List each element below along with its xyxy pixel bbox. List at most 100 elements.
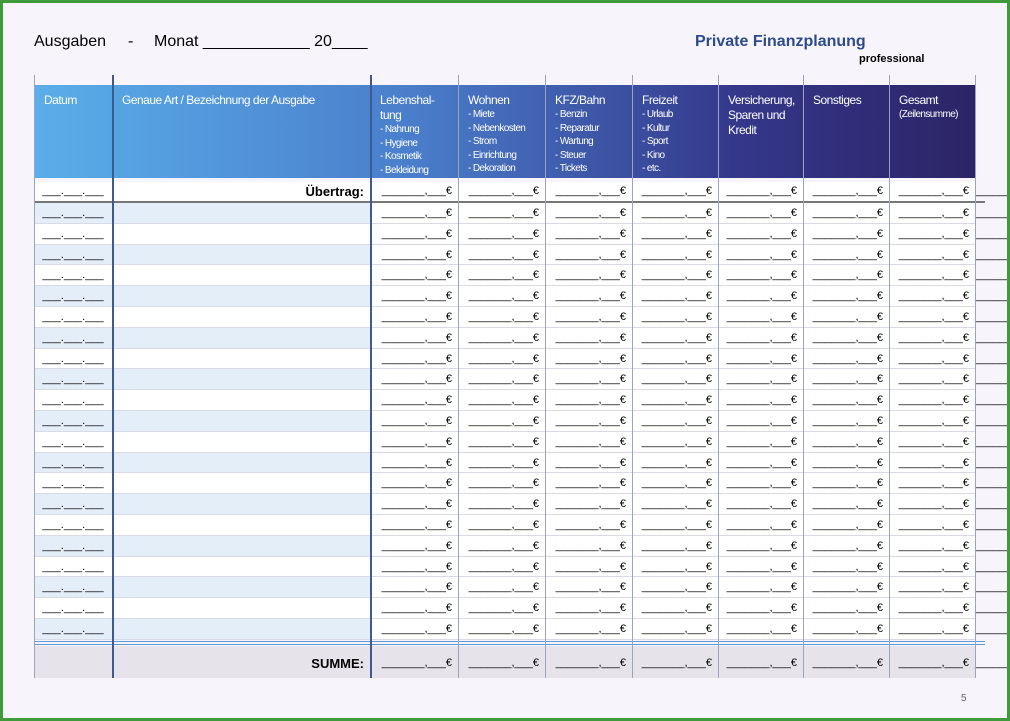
amount-field: _______,___€ — [641, 311, 712, 323]
amount-field: _______,___€ — [468, 248, 539, 261]
date-field: ___.___.___ — [42, 352, 104, 365]
total-bg — [34, 645, 975, 678]
date-field: ___.___.___ — [42, 560, 104, 573]
amount-field: _______,___€ — [726, 185, 797, 197]
amount-field: _______,___€ — [726, 435, 797, 448]
amount-field: _______,___€ — [641, 207, 712, 219]
amount-field: _______,___€ — [975, 290, 1010, 303]
amount-field: _______,___€ — [555, 248, 626, 261]
amount-field: _______,___€ — [975, 539, 1010, 552]
amount-field: _______,___€ — [726, 373, 797, 386]
amount-field: _______,___€ — [381, 656, 452, 669]
amount-field: _______,___€ — [975, 352, 1010, 365]
amount-field: _______,___€ — [898, 207, 969, 219]
rule — [34, 201, 985, 203]
amount-field: _______,___€ — [975, 623, 1010, 635]
amount-field: _______,___€ — [555, 456, 626, 469]
amount-field: _______,___€ — [641, 227, 712, 240]
column-item: - Strom — [468, 136, 497, 147]
amount-field: _______,___€ — [898, 415, 969, 427]
amount-field: _______,___€ — [468, 498, 539, 511]
amount-field: _______,___€ — [812, 602, 883, 615]
amount-field: _______,___€ — [468, 602, 539, 615]
date-field: ___.___.___ — [42, 248, 104, 261]
amount-field: _______,___€ — [381, 394, 452, 407]
row-bg — [34, 223, 371, 245]
row-bg — [34, 369, 371, 391]
row-rule — [34, 306, 975, 307]
column-item: - Benzin — [555, 109, 587, 120]
column-item: - Kino — [642, 149, 665, 161]
row-bg — [34, 535, 371, 557]
row-rule — [34, 285, 975, 287]
amount-field: _______,___€ — [726, 656, 797, 669]
amount-field: _______,___€ — [975, 207, 1010, 219]
amount-field: _______,___€ — [641, 394, 712, 407]
date-field: ___.___.___ — [42, 207, 104, 219]
column-rule — [718, 75, 719, 678]
amount-field: _______,___€ — [898, 352, 969, 365]
row-bg — [34, 473, 371, 495]
date-field: ___.___.___ — [42, 477, 104, 490]
amount-field: _______,___€ — [381, 456, 452, 469]
row-bg — [371, 577, 975, 599]
amount-field: _______,___€ — [812, 352, 883, 365]
row-rule — [34, 618, 975, 619]
amount-field: _______,___€ — [812, 623, 883, 635]
date-field: ___.___.___ — [42, 539, 104, 552]
separator: - — [128, 33, 134, 50]
row-bg — [34, 515, 371, 536]
row-rule — [34, 638, 975, 640]
amount-field: _______,___€ — [381, 352, 452, 365]
row-bg — [371, 598, 975, 619]
row-rule — [34, 576, 975, 578]
amount-field: _______,___€ — [812, 656, 883, 669]
amount-field: _______,___€ — [555, 311, 626, 323]
amount-field: _______,___€ — [641, 290, 712, 303]
amount-field: _______,___€ — [555, 623, 626, 635]
amount-field: _______,___€ — [975, 331, 1010, 344]
amount-field: _______,___€ — [975, 498, 1010, 511]
date-field: ___.___.___ — [42, 373, 104, 386]
amount-field: _______,___€ — [898, 227, 969, 240]
amount-field: _______,___€ — [975, 456, 1010, 469]
row-bg — [34, 203, 371, 224]
column-title: KFZ/Bahn — [555, 93, 606, 107]
amount-field: _______,___€ — [975, 519, 1010, 531]
amount-field: _______,___€ — [555, 373, 626, 386]
date-field: ___.___.___ — [42, 185, 104, 197]
amount-field: _______,___€ — [641, 539, 712, 552]
column-item: - Einrichtung — [468, 149, 517, 161]
row-rule — [34, 368, 975, 370]
amount-field: _______,___€ — [381, 331, 452, 344]
row-bg — [34, 598, 371, 619]
amount-field: _______,___€ — [975, 394, 1010, 407]
amount-field: _______,___€ — [812, 415, 883, 427]
amount-field: _______,___€ — [641, 477, 712, 490]
amount-field: _______,___€ — [555, 269, 626, 282]
date-field: ___.___.___ — [42, 519, 104, 531]
row-bg — [371, 390, 975, 411]
amount-field: _______,___€ — [555, 560, 626, 573]
amount-field: _______,___€ — [641, 560, 712, 573]
amount-field: _______,___€ — [812, 539, 883, 552]
amount-field: _______,___€ — [468, 519, 539, 531]
amount-field: _______,___€ — [898, 602, 969, 615]
amount-field: _______,___€ — [975, 560, 1010, 573]
date-field: ___.___.___ — [42, 290, 104, 303]
amount-field: _______,___€ — [898, 373, 969, 386]
column-title: Datum — [44, 93, 77, 107]
amount-field: _______,___€ — [641, 498, 712, 511]
amount-field: _______,___€ — [898, 539, 969, 552]
row-rule — [34, 493, 975, 495]
amount-field: _______,___€ — [726, 539, 797, 552]
row-bg — [371, 452, 975, 474]
amount-field: _______,___€ — [641, 456, 712, 469]
amount-field: _______,___€ — [812, 311, 883, 323]
amount-field: _______,___€ — [381, 269, 452, 282]
row-bg — [371, 348, 975, 370]
date-field: ___.___.___ — [42, 581, 104, 594]
amount-field: _______,___€ — [812, 519, 883, 531]
amount-field: _______,___€ — [468, 227, 539, 240]
column-rule — [370, 75, 372, 678]
